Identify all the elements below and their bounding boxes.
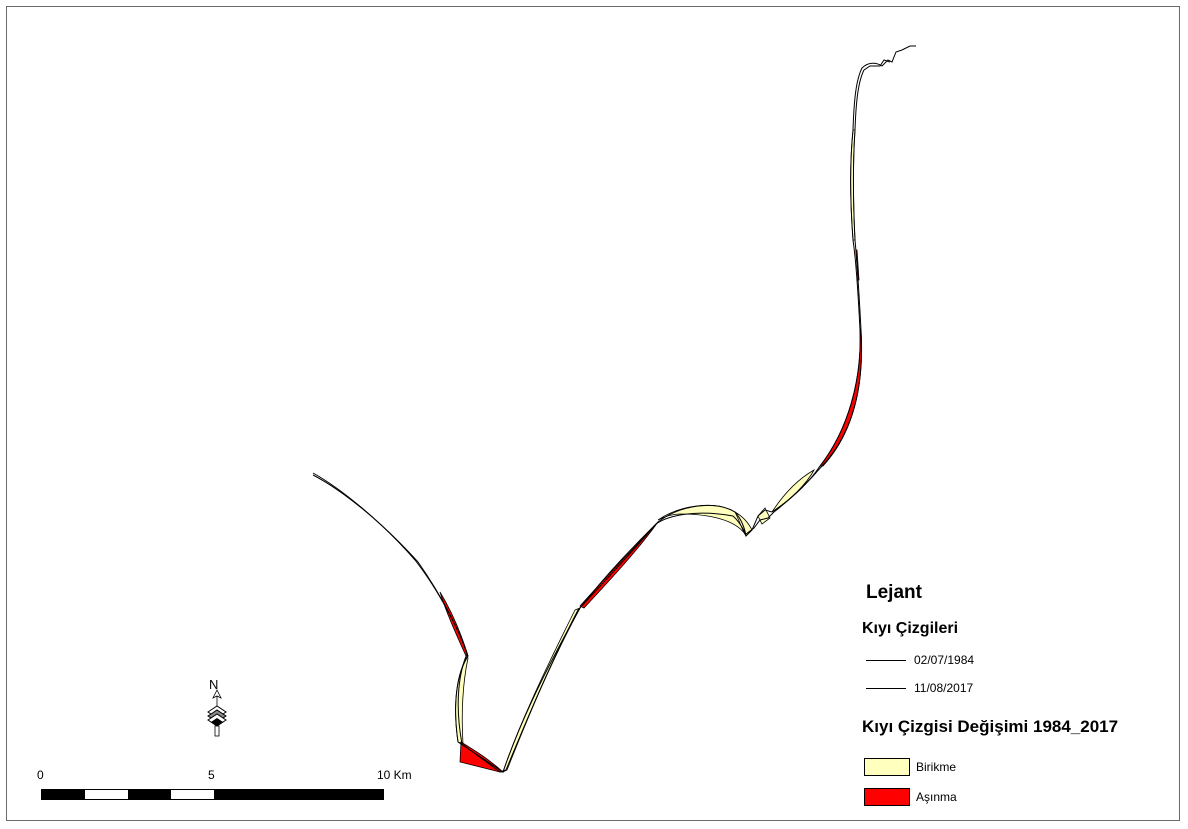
line-swatch <box>866 659 906 661</box>
accretion-areas <box>455 129 856 773</box>
legend-item-1984: 02/07/1984 <box>866 652 974 668</box>
scale-segment <box>42 790 85 799</box>
scale-label-5: 5 <box>208 768 215 782</box>
legend-shoreline-heading: Kıyı Çizgileri <box>862 620 959 637</box>
legend-item-birikme: Birikme <box>864 756 956 778</box>
erosion-polygon <box>439 591 469 657</box>
legend-item-label: 02/07/1984 <box>914 653 975 667</box>
legend-item-asinma: Aşınma <box>864 786 957 808</box>
accretion-polygon <box>657 504 746 536</box>
scale-segment <box>171 790 214 799</box>
erosion-areas <box>439 249 862 773</box>
scale-label-0: 0 <box>37 768 44 782</box>
scale-segment <box>85 790 128 799</box>
accretion-polygon <box>502 607 581 773</box>
accretion-polygon <box>771 468 816 513</box>
legend-change-heading: Kıyı Çizgisi Değişimi 1984_2017 <box>862 717 1119 736</box>
map-frame <box>6 6 1180 821</box>
scale-bar <box>41 789 384 800</box>
legend-item-label: Birikme <box>916 760 957 774</box>
scale-segment <box>128 790 171 799</box>
shoreline-1984 <box>312 45 916 773</box>
fill-swatch <box>864 788 910 806</box>
north-arrow-icon <box>207 689 227 737</box>
legend-title: Lejant <box>866 582 922 603</box>
legend-item-2017: 11/08/2017 <box>866 680 973 696</box>
fill-swatch <box>864 758 910 776</box>
legend-item-label: 11/08/2017 <box>914 681 974 695</box>
north-letter: N <box>209 677 219 692</box>
legend-item-label: Aşınma <box>916 790 957 804</box>
erosion-polygon <box>819 329 862 467</box>
scale-segment <box>214 790 383 799</box>
scale-label-10: 10 Km <box>377 768 412 782</box>
shoreline-2017 <box>312 59 891 773</box>
line-swatch <box>866 687 906 689</box>
